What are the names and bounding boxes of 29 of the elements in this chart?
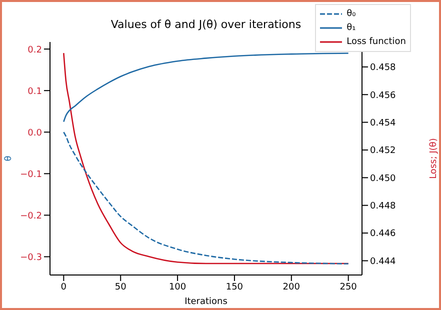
legend-label: θ₀ [346, 9, 356, 19]
y-tick-label: −0.1 [20, 170, 42, 180]
y-tick-label: 0.0 [28, 128, 42, 138]
y2-tick-label: 0.448 [370, 202, 396, 212]
y-tick-label: 0.1 [28, 86, 42, 97]
y-tick-label: −0.2 [20, 211, 42, 222]
line-series [63, 131, 349, 264]
y-tick-label: −0.3 [20, 252, 42, 263]
y-tick-label: 0.2 [28, 45, 42, 56]
x-tick-label: 0 [60, 282, 67, 292]
line-series [63, 52, 349, 122]
y2-tick-label: 0.456 [370, 90, 396, 101]
y2-tick-label: 0.450 [370, 174, 396, 184]
chart-title: Values of θ and J(θ) over iterations [110, 18, 302, 31]
y2-tick-label: 0.444 [370, 256, 396, 267]
y2-tick-label: 0.446 [370, 229, 396, 240]
y2-tick-label: 0.454 [370, 118, 396, 128]
x-tick-label: 250 [340, 282, 358, 292]
y-axis-title: θ [4, 155, 14, 162]
x-tick-label: 150 [226, 282, 244, 292]
y2-axis-title: Loss; J(θ) [429, 138, 440, 179]
y2-tick-label: 0.458 [370, 63, 396, 74]
legend-label: Loss function [346, 37, 406, 47]
x-tick-label: 100 [168, 282, 186, 292]
y2-tick-label: 0.452 [370, 146, 396, 156]
legend-label: θ₁ [346, 23, 356, 33]
x-axis-title: Iterations [184, 297, 228, 307]
x-tick-label: 200 [282, 282, 300, 292]
x-tick-label: 50 [114, 282, 127, 292]
